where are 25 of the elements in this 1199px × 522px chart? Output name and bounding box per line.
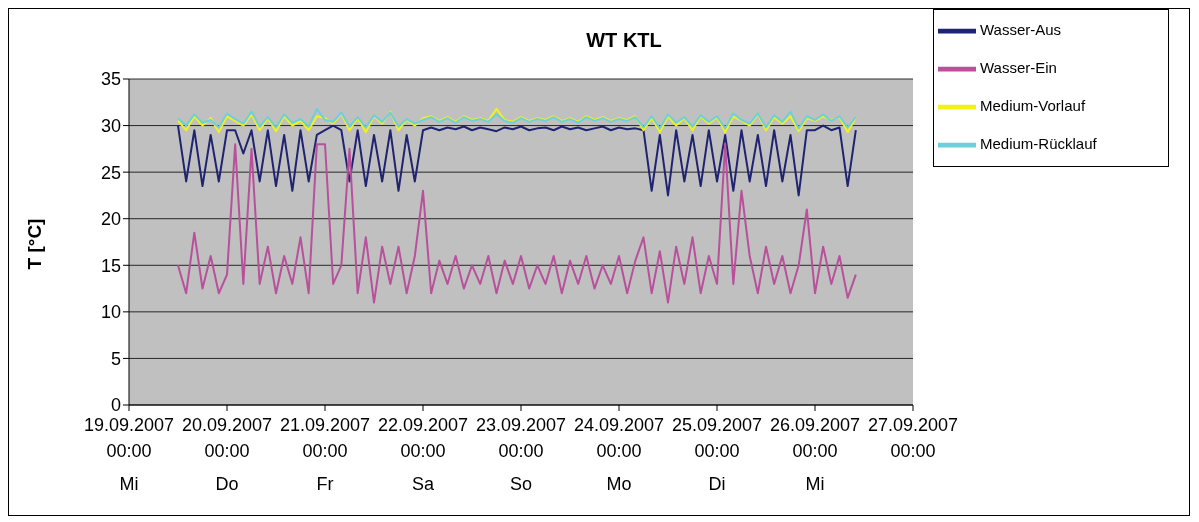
legend-label: Wasser-Ein bbox=[980, 58, 1057, 76]
legend-label: Wasser-Aus bbox=[980, 20, 1062, 38]
y-tick-label: 20 bbox=[100, 209, 121, 230]
x-tick-label: 26.09.2007 00:00 Mi bbox=[769, 415, 861, 494]
x-tick-label: 22.09.2007 00:00 Sa bbox=[377, 415, 469, 494]
y-tick-label: 30 bbox=[100, 115, 121, 136]
x-tick-label: 24.09.2007 00:00 Mo bbox=[573, 415, 665, 494]
y-tick-label: 15 bbox=[100, 255, 121, 276]
x-tick-label: 23.09.2007 00:00 So bbox=[475, 415, 567, 494]
x-tick-label: 21.09.2007 00:00 Fr bbox=[279, 415, 371, 494]
y-tick-label: 5 bbox=[110, 348, 121, 369]
line-series bbox=[177, 124, 857, 197]
legend-label: Medium-Vorlauf bbox=[980, 96, 1086, 114]
x-tick-label: 19.09.2007 00:00 Mi bbox=[83, 415, 175, 494]
y-tick-label: 35 bbox=[100, 69, 121, 90]
y-tick-label: 0 bbox=[110, 395, 121, 416]
chart-title: WT KTL bbox=[586, 29, 662, 51]
x-tick-label: 20.09.2007 00:00 Do bbox=[181, 415, 273, 494]
x-tick-label: 25.09.2007 00:00 Di bbox=[671, 415, 763, 494]
y-axis-title: T [°C] bbox=[24, 218, 46, 270]
y-tick-label: 25 bbox=[100, 162, 121, 183]
x-tick-label: 27.09.2007 00:00 bbox=[867, 415, 959, 461]
legend-label: Medium-Rücklauf bbox=[980, 134, 1097, 152]
line-series bbox=[177, 143, 857, 304]
y-tick-label: 10 bbox=[100, 302, 121, 323]
